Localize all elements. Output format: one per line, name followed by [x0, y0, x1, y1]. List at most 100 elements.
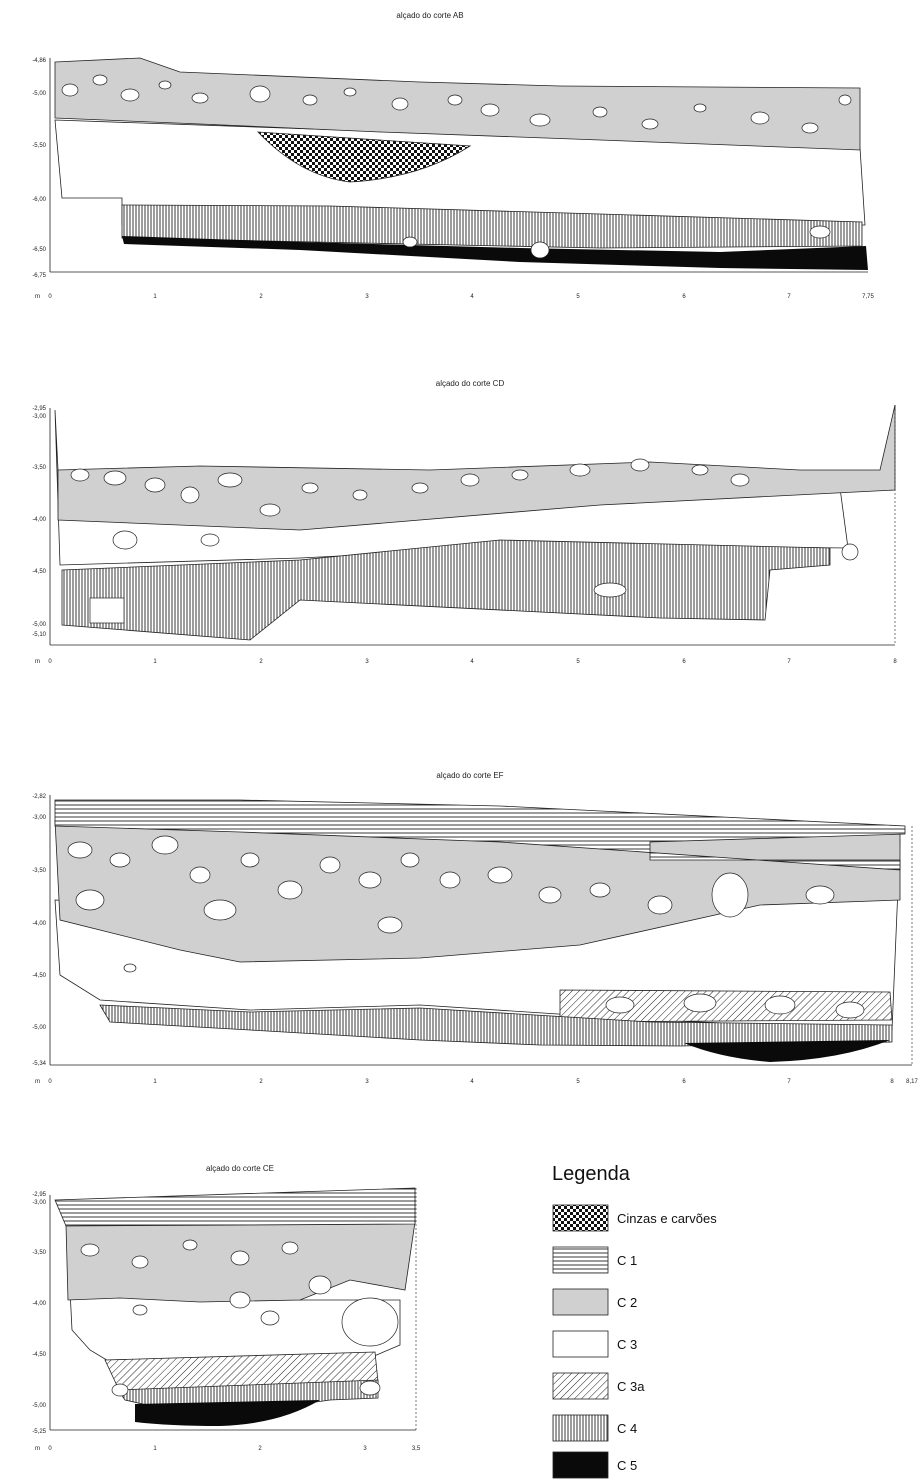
svg-text:3: 3 — [365, 659, 369, 665]
svg-text:C 3a: C 3a — [617, 1379, 645, 1394]
svg-text:3: 3 — [363, 1446, 367, 1452]
svg-text:-5,00: -5,00 — [32, 1403, 46, 1409]
svg-text:2: 2 — [259, 1079, 263, 1085]
svg-text:4: 4 — [470, 294, 474, 300]
svg-text:-3,00: -3,00 — [32, 815, 46, 821]
svg-text:8: 8 — [890, 1079, 894, 1085]
cd-y-ticks: -2,95 -3,00 -3,50 -4,00 -4,50 -5,00 -5,1… — [32, 406, 46, 638]
svg-text:-4,86: -4,86 — [32, 58, 46, 64]
svg-text:C 5: C 5 — [617, 1458, 637, 1473]
svg-text:-5,00: -5,00 — [32, 91, 46, 97]
legend-item-c2: C 2 — [552, 1288, 637, 1316]
svg-text:C 1: C 1 — [617, 1253, 637, 1268]
cd-layer-c4 — [61, 539, 831, 641]
svg-text:1: 1 — [153, 659, 157, 665]
svg-text:m: m — [35, 294, 40, 300]
ab-stones — [61, 74, 852, 259]
svg-text:-5,00: -5,00 — [32, 1025, 46, 1031]
legend-item-c5: C 5 — [552, 1451, 637, 1479]
svg-text:-4,00: -4,00 — [32, 921, 46, 927]
profile-cd: alçado do corte CD -2,95 -3,00 -3,50 -4,… — [32, 379, 897, 665]
svg-text:3: 3 — [365, 294, 369, 300]
svg-text:-2,95: -2,95 — [32, 406, 46, 412]
legend-swatch-c1 — [552, 1246, 609, 1274]
svg-text:-5,10: -5,10 — [32, 632, 46, 638]
svg-text:-5,34: -5,34 — [32, 1061, 46, 1067]
ab-y-ticks: -4,86 -5,00 -5,50 -6,00 -6,50 -6,75 — [32, 58, 46, 279]
svg-text:4: 4 — [470, 1079, 474, 1085]
ef-stones — [67, 835, 865, 1019]
ef-x-ticks: m 0 1 2 3 4 5 6 7 8 8,17 — [35, 1079, 918, 1085]
profile-cd-title: alçado do corte CD — [436, 379, 505, 388]
svg-text:-5,50: -5,50 — [32, 143, 46, 149]
svg-text:0: 0 — [48, 659, 52, 665]
svg-text:-4,50: -4,50 — [32, 973, 46, 979]
svg-text:3,5: 3,5 — [412, 1446, 421, 1452]
ef-layer-c1 — [54, 799, 906, 871]
svg-text:6: 6 — [682, 294, 686, 300]
svg-text:6: 6 — [682, 659, 686, 665]
svg-text:Cinzas e carvões: Cinzas e carvões — [617, 1211, 717, 1226]
cd-x-ticks: m 0 1 2 3 4 5 6 7 8 — [35, 659, 897, 665]
svg-text:-3,00: -3,00 — [32, 414, 46, 420]
profile-ef: alçado do corte EF -2,82 -3,00 -3,50 -4,… — [32, 771, 918, 1085]
ab-layer-c5 — [122, 236, 868, 270]
svg-text:3: 3 — [365, 1079, 369, 1085]
svg-text:5: 5 — [576, 659, 580, 665]
legend-swatch-c5 — [552, 1451, 609, 1479]
legend-title: Legenda — [552, 1163, 631, 1185]
svg-text:-3,50: -3,50 — [32, 868, 46, 874]
legend-swatch-c3 — [552, 1330, 609, 1358]
svg-text:-3,00: -3,00 — [32, 1200, 46, 1206]
ce-stones — [80, 1239, 399, 1397]
svg-text:5: 5 — [576, 294, 580, 300]
svg-text:0: 0 — [48, 1446, 52, 1452]
legend-swatch-ash — [552, 1204, 609, 1232]
svg-text:-4,00: -4,00 — [32, 1301, 46, 1307]
svg-text:-6,50: -6,50 — [32, 247, 46, 253]
ef-y-ticks: -2,82 -3,00 -3,50 -4,00 -4,50 -5,00 -5,3… — [32, 794, 46, 1067]
svg-text:2: 2 — [259, 294, 263, 300]
svg-text:-3,50: -3,50 — [32, 465, 46, 471]
legend-swatch-c4 — [552, 1414, 609, 1442]
legend-item-ash: Cinzas e carvões — [552, 1204, 717, 1232]
svg-text:-2,95: -2,95 — [32, 1192, 46, 1198]
svg-text:-5,25: -5,25 — [32, 1429, 46, 1435]
svg-text:7: 7 — [787, 294, 791, 300]
cd-stones — [70, 458, 859, 624]
svg-text:4: 4 — [470, 659, 474, 665]
svg-text:m: m — [35, 1079, 40, 1085]
svg-text:-6,75: -6,75 — [32, 273, 46, 279]
ce-y-ticks: -2,95 -3,00 -3,50 -4,00 -4,50 -5,00 -5,2… — [32, 1192, 46, 1435]
ce-x-ticks: m 0 1 2 3 3,5 — [35, 1446, 421, 1452]
svg-text:-6,00: -6,00 — [32, 197, 46, 203]
ef-layer-c3a — [559, 989, 893, 1023]
legend-item-c4: C 4 — [552, 1414, 637, 1442]
legend-item-c1: C 1 — [552, 1246, 637, 1274]
svg-text:7: 7 — [787, 1079, 791, 1085]
ce-layer-c1 — [54, 1187, 416, 1227]
svg-text:-4,50: -4,50 — [32, 569, 46, 575]
svg-text:C 3: C 3 — [617, 1337, 637, 1352]
svg-text:-4,50: -4,50 — [32, 1352, 46, 1358]
profile-ab: alçado do corte AB -4,86 -5,00 -5,50 -6,… — [32, 11, 874, 300]
legend: Legenda Cinzas e carvões C 1 C 2 C 3 C 3… — [552, 1163, 717, 1479]
ab-layer-ash — [257, 131, 472, 183]
svg-text:1: 1 — [153, 1446, 157, 1452]
profile-ce-title: alçado do corte CE — [206, 1164, 274, 1173]
svg-text:C 2: C 2 — [617, 1295, 637, 1310]
ab-x-ticks: m 0 1 2 3 4 5 6 7 7,75 — [35, 294, 874, 300]
svg-text:2: 2 — [258, 1446, 262, 1452]
svg-text:m: m — [35, 1446, 40, 1452]
profile-ab-title: alçado do corte AB — [396, 11, 463, 20]
ce-layer-c5 — [135, 1400, 320, 1426]
svg-text:-3,50: -3,50 — [32, 1250, 46, 1256]
legend-swatch-c2 — [552, 1288, 609, 1316]
svg-text:2: 2 — [259, 659, 263, 665]
svg-text:-2,82: -2,82 — [32, 794, 46, 800]
profile-ce: alçado do corte CE -2,95 -3,00 -3,50 -4,… — [32, 1164, 421, 1452]
svg-text:7,75: 7,75 — [862, 294, 874, 300]
cd-layer-c2 — [57, 404, 896, 531]
svg-text:7: 7 — [787, 659, 791, 665]
